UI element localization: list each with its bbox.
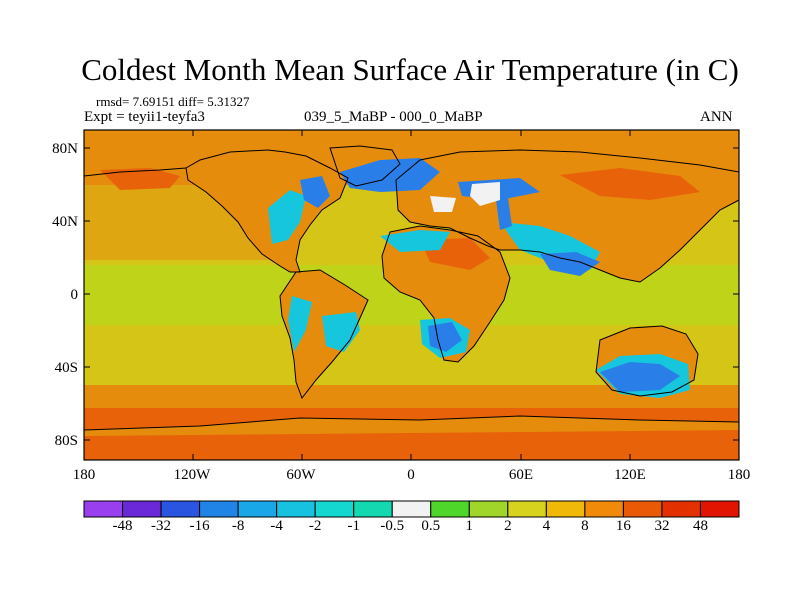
- cold-patch-tibet: [540, 252, 600, 276]
- colorbar-label: 0.5: [421, 518, 441, 534]
- colorbar-label: 2: [504, 518, 512, 534]
- lat-tick-0: 0: [70, 287, 79, 303]
- outline-south-america: [279, 269, 369, 400]
- colorbar-label: 1: [465, 518, 474, 534]
- experiment-label: Expt = teyii1-teyfa3: [84, 109, 205, 125]
- colorbar-swatch: [584, 500, 624, 518]
- colorbar-swatch: [545, 500, 586, 518]
- colorbar-swatch: [699, 500, 740, 518]
- colorbar-label: 4: [542, 518, 551, 534]
- hot-patch-siberia: [560, 168, 700, 200]
- colorbar-swatch: [622, 500, 663, 518]
- colorbar-swatch: [430, 500, 470, 518]
- colorbar-label: -1: [347, 518, 360, 534]
- colorbar-swatch: [276, 500, 316, 518]
- coastline-outlines: [84, 145, 739, 431]
- lat-tick-40n: 40N: [52, 214, 78, 230]
- map-panel: [84, 130, 739, 460]
- neutral-patch-scandinavia: [470, 182, 500, 206]
- colorbar-swatch: [83, 500, 124, 518]
- season-label: ANN: [700, 109, 733, 125]
- colorbar-label: -8: [231, 518, 245, 534]
- neutral-patch-baltic: [430, 196, 456, 212]
- lon-tick-60w: 60W: [286, 467, 316, 483]
- lat-tick-80s: 80S: [54, 433, 78, 449]
- colorbar-swatch: [314, 500, 355, 518]
- colorbar-swatch: [160, 500, 201, 518]
- colorbar-label: 48: [692, 518, 708, 534]
- lat-tick-40s: 40S: [54, 360, 78, 376]
- colorbar-label: -2: [308, 518, 322, 534]
- lon-tick-180e: 180: [727, 467, 751, 483]
- colorbar-swatch: [468, 500, 509, 518]
- cold-patch-ural: [496, 198, 512, 230]
- plot-title: Coldest Month Mean Surface Air Temperatu…: [81, 52, 739, 87]
- colorbar-swatch: [507, 500, 547, 518]
- outline-north-america: [185, 149, 349, 273]
- colorbar-swatch: [661, 500, 701, 518]
- colorbar-label: -32: [151, 518, 172, 534]
- hot-patch-antarctic: [84, 430, 739, 460]
- lat-tick-80n: 80N: [52, 141, 78, 157]
- colorbar-swatch: [199, 500, 239, 518]
- outline-eurasia: [395, 149, 739, 283]
- cool-patch-andes-north: [288, 296, 312, 352]
- outline-greenland: [329, 145, 401, 187]
- lon-tick-120e: 120E: [614, 467, 646, 483]
- cold-patch-australia: [600, 362, 680, 392]
- outline-africa: [381, 225, 511, 363]
- lon-tick-120w: 120W: [173, 467, 211, 483]
- hot-patch-bering: [100, 168, 180, 190]
- colorbar-label: -16: [189, 518, 210, 534]
- colorbar-swatch: [353, 500, 393, 518]
- rmsd-diff-stats: rmsd= 7.69151 diff= 5.31327: [96, 94, 250, 109]
- colorbar-label: 16: [615, 518, 631, 534]
- colorbar-swatch: [122, 500, 162, 518]
- colorbar-swatch: [237, 500, 278, 518]
- colorbar-label: 8: [581, 518, 589, 534]
- cool-patch-brazil: [322, 312, 360, 352]
- cool-patch-rockies: [268, 190, 306, 244]
- lon-tick-60e: 60E: [508, 467, 534, 483]
- colorbar: [83, 500, 740, 518]
- outline-alaska-chukotka: [84, 167, 187, 177]
- outline-australia: [595, 325, 699, 397]
- colorbar-label: -48: [112, 518, 133, 534]
- lon-tick-0: 0: [407, 467, 415, 483]
- colorbar-label: -4: [270, 518, 283, 534]
- colorbar-label: 32: [654, 518, 670, 534]
- lon-tick-180w: 180: [72, 467, 96, 483]
- outline-antarctica: [84, 415, 739, 431]
- cool-patch-mediterranean: [380, 230, 450, 252]
- cold-patch-canada: [300, 176, 330, 208]
- colorbar-swatch: [391, 500, 432, 518]
- axis-ticks: [84, 130, 739, 460]
- colorbar-label: -0.5: [380, 518, 405, 534]
- period-label: 039_5_MaBP - 000_0_MaBP: [304, 109, 483, 125]
